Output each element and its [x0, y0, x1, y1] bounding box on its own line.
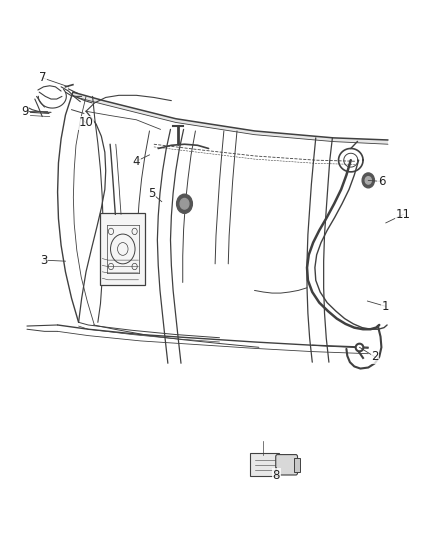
Text: 3: 3 — [40, 254, 47, 266]
Circle shape — [176, 194, 192, 213]
Text: 8: 8 — [272, 469, 279, 482]
FancyBboxPatch shape — [100, 213, 145, 285]
Text: 11: 11 — [395, 208, 410, 221]
Text: 5: 5 — [148, 187, 155, 200]
Text: 7: 7 — [39, 71, 46, 84]
FancyBboxPatch shape — [275, 455, 297, 475]
Polygon shape — [73, 92, 387, 144]
Circle shape — [361, 173, 374, 188]
Text: 4: 4 — [132, 155, 140, 168]
Text: 1: 1 — [381, 300, 389, 313]
Text: 2: 2 — [370, 350, 378, 364]
Circle shape — [364, 176, 371, 184]
Text: 6: 6 — [377, 175, 384, 188]
FancyBboxPatch shape — [294, 458, 299, 472]
Text: 9: 9 — [21, 105, 28, 118]
FancyBboxPatch shape — [249, 453, 278, 477]
Circle shape — [180, 198, 188, 209]
Text: 10: 10 — [78, 117, 93, 130]
